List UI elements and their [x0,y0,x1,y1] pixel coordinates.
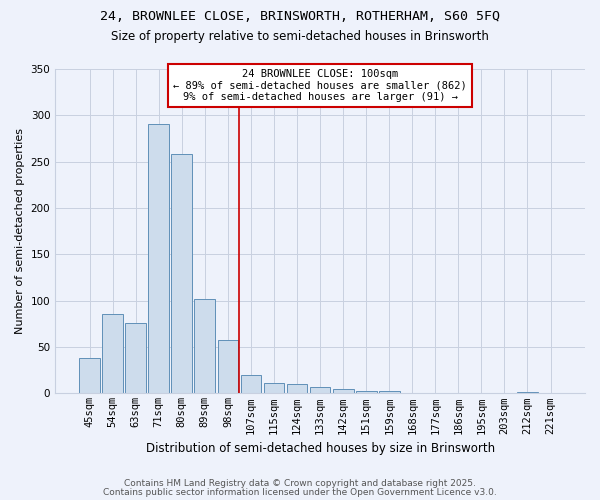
Bar [102,314,123,394]
Bar [333,389,353,394]
Bar [241,375,262,394]
X-axis label: Distribution of semi-detached houses by size in Brinsworth: Distribution of semi-detached houses by … [146,442,494,455]
Y-axis label: Number of semi-detached properties: Number of semi-detached properties [15,128,25,334]
Text: Contains HM Land Registry data © Crown copyright and database right 2025.: Contains HM Land Registry data © Crown c… [124,478,476,488]
Bar [218,340,238,394]
Bar [79,358,100,394]
Bar [263,383,284,394]
Text: 24 BROWNLEE CLOSE: 100sqm
← 89% of semi-detached houses are smaller (862)
9% of : 24 BROWNLEE CLOSE: 100sqm ← 89% of semi-… [173,69,467,102]
Bar [148,124,169,394]
Bar [379,390,400,394]
Bar [172,154,192,394]
Text: 24, BROWNLEE CLOSE, BRINSWORTH, ROTHERHAM, S60 5FQ: 24, BROWNLEE CLOSE, BRINSWORTH, ROTHERHA… [100,10,500,23]
Bar [194,299,215,394]
Bar [356,390,377,394]
Text: Contains public sector information licensed under the Open Government Licence v3: Contains public sector information licen… [103,488,497,497]
Text: Size of property relative to semi-detached houses in Brinsworth: Size of property relative to semi-detach… [111,30,489,43]
Bar [517,392,538,394]
Bar [310,387,331,394]
Bar [287,384,307,394]
Bar [125,323,146,394]
